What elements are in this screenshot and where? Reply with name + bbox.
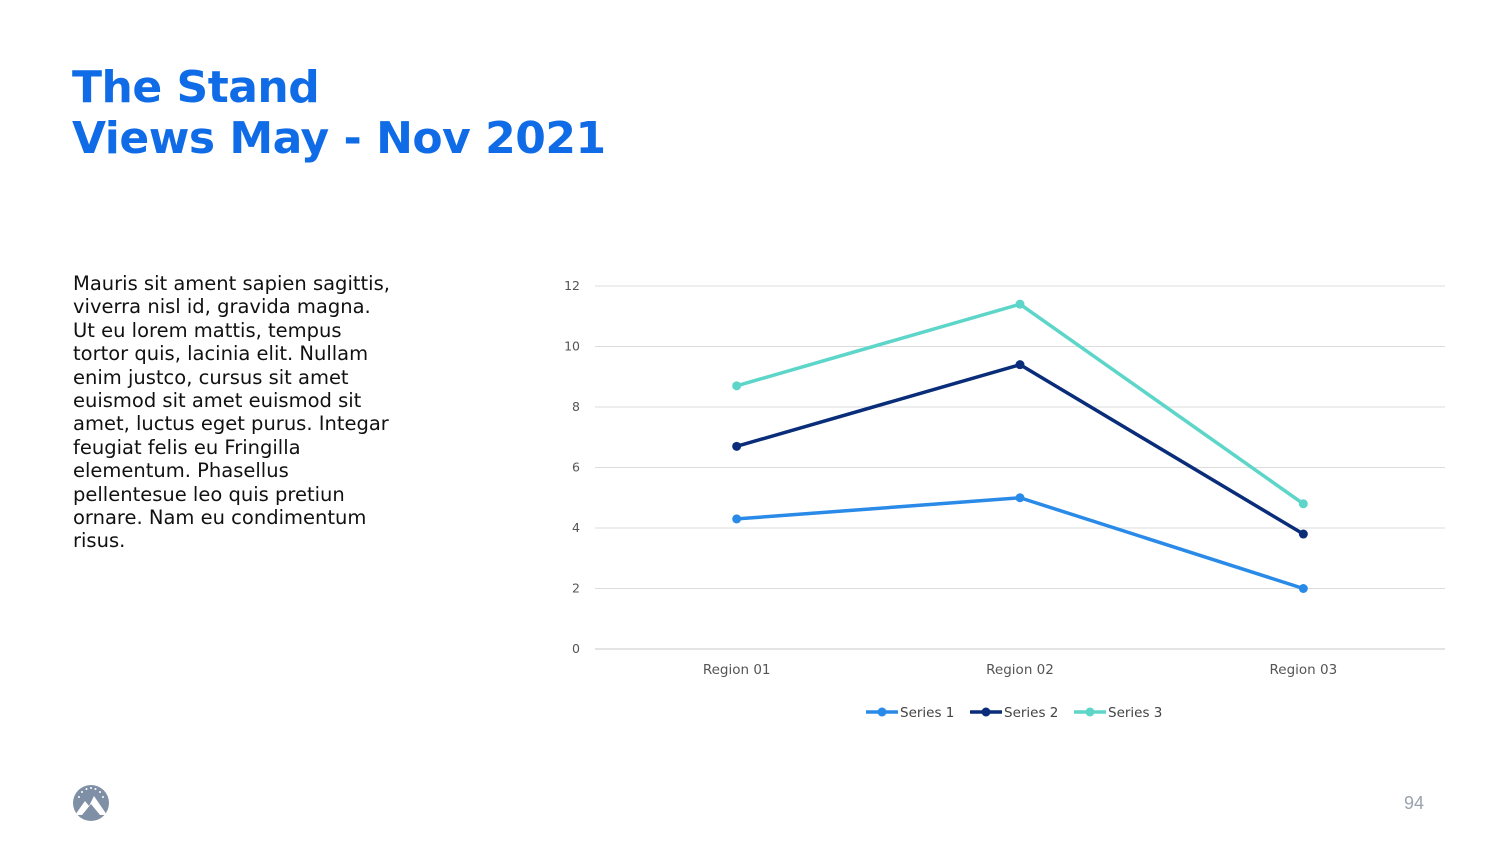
y-tick-label: 10 (564, 339, 580, 354)
series-line (734, 362, 1306, 536)
y-tick-label: 8 (572, 399, 580, 414)
data-point (1015, 299, 1025, 309)
data-point (732, 441, 742, 451)
legend-swatch-marker (981, 707, 991, 717)
y-tick-label: 6 (572, 460, 580, 475)
slide-title-line-2: Views May - Nov 2021 (72, 113, 606, 164)
legend-swatch-marker (877, 707, 887, 717)
y-tick-label: 4 (572, 520, 580, 535)
data-point (732, 381, 742, 391)
y-tick-label: 2 (572, 581, 580, 596)
data-point (732, 514, 742, 524)
data-point (1298, 529, 1308, 539)
series-line (734, 496, 1306, 591)
series-line (734, 302, 1306, 506)
data-point (1298, 499, 1308, 509)
body-paragraph: Mauris sit ament sapien sagittis, viverr… (73, 272, 390, 553)
y-tick-label: 12 (564, 278, 580, 293)
data-point (1015, 360, 1025, 370)
page-number: 94 (1404, 793, 1425, 813)
legend-label: Series 1 (900, 705, 954, 721)
x-tick-label: Region 03 (1269, 662, 1337, 678)
x-tick-label: Region 01 (703, 662, 771, 678)
data-point (1298, 584, 1308, 593)
mountain-star-logo-icon (73, 785, 109, 821)
x-tick-label: Region 02 (986, 662, 1054, 678)
legend-label: Series 2 (1004, 705, 1058, 721)
legend-swatch-marker (1085, 707, 1095, 717)
data-point (1015, 493, 1025, 503)
y-tick-label: 0 (572, 641, 580, 656)
slide-title-line-1: The Stand (72, 62, 320, 113)
legend-label: Series 3 (1108, 705, 1162, 721)
